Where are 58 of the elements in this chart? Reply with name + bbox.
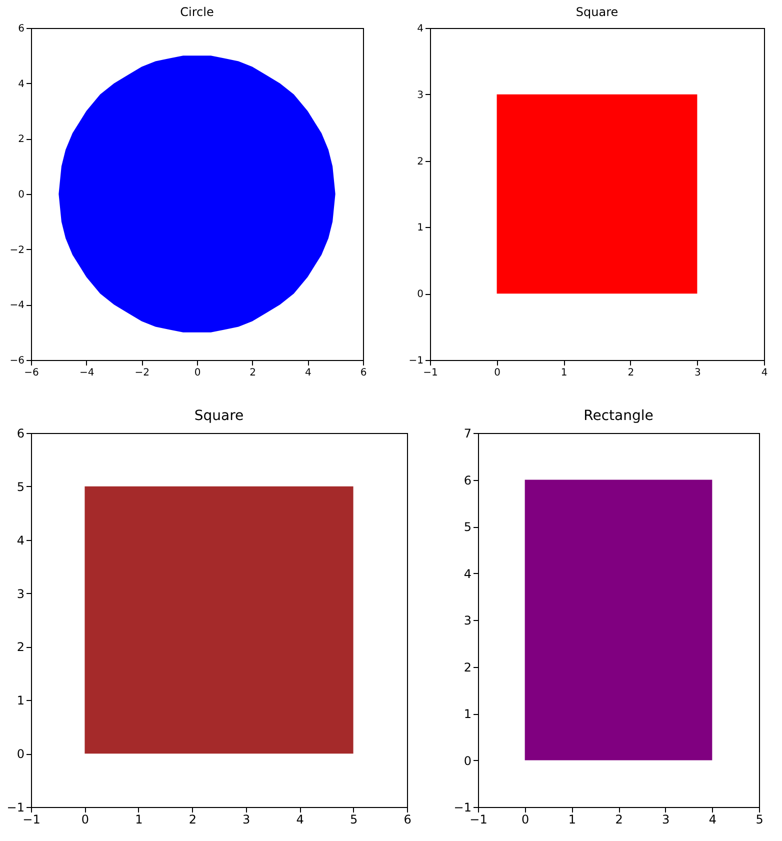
y-tick-label: −2 — [10, 244, 24, 256]
x-tick-label: 5 — [756, 812, 764, 826]
y-tick-label: 1 — [417, 222, 424, 234]
y-tick-label: −1 — [454, 800, 472, 814]
y-tick-label: 1 — [16, 694, 24, 708]
y-tick-label: 6 — [464, 473, 472, 488]
y-tick-label: −6 — [10, 356, 24, 366]
x-tick-label: 6 — [404, 812, 412, 826]
x-tick-label: 2 — [615, 812, 623, 826]
y-tick-label: 4 — [417, 24, 424, 34]
y-tick-label: 7 — [464, 426, 472, 440]
chart-title: Circle — [180, 5, 214, 19]
y-tick-label: 0 — [417, 289, 424, 300]
chart-title: Rectangle — [584, 408, 654, 424]
y-tick-label: −1 — [408, 356, 424, 366]
y-tick-label: 5 — [16, 480, 24, 494]
y-tick-label: 0 — [464, 754, 472, 768]
x-tick-label: 4 — [304, 368, 312, 378]
y-tick-label: 2 — [18, 134, 24, 146]
x-tick-label: 3 — [662, 812, 670, 826]
y-tick-label: 1 — [464, 707, 472, 721]
y-tick-label: 3 — [417, 90, 424, 101]
x-tick-label: 1 — [135, 812, 143, 826]
y-tick-label: 2 — [16, 640, 24, 654]
y-tick-label: 0 — [16, 747, 24, 762]
x-tick-label: 4 — [708, 812, 716, 826]
y-tick-label: 6 — [18, 24, 24, 34]
y-tick-label: 2 — [464, 660, 472, 674]
x-tick-label: −2 — [134, 368, 150, 378]
y-tick-label: 6 — [16, 426, 24, 440]
y-tick-label: 3 — [464, 614, 472, 628]
y-tick-label: −4 — [10, 300, 24, 312]
chart-title: Square — [576, 5, 618, 19]
y-tick-label: 4 — [16, 533, 24, 548]
x-tick-label: 3 — [242, 812, 250, 826]
x-tick-label: 0 — [194, 368, 201, 378]
x-tick-label: −4 — [79, 368, 94, 378]
x-tick-label: 6 — [360, 368, 367, 378]
x-tick-label: 2 — [628, 368, 634, 378]
x-tick-label: 2 — [250, 368, 256, 378]
x-tick-label: 3 — [694, 368, 701, 378]
x-tick-label: 2 — [188, 812, 196, 826]
y-tick-label: 5 — [464, 520, 472, 534]
y-tick-label: 2 — [417, 156, 424, 168]
x-tick-label: 1 — [560, 368, 568, 378]
x-tick-label: 5 — [350, 812, 358, 826]
x-tick-label: 0 — [81, 812, 90, 826]
x-tick-label: 4 — [296, 812, 304, 826]
y-tick-label: 0 — [18, 190, 24, 200]
y-tick-label: 3 — [16, 586, 24, 601]
chart-title: Square — [194, 408, 244, 424]
y-tick-label: 4 — [464, 566, 472, 581]
y-tick-label: −1 — [6, 800, 24, 814]
x-tick-label: 0 — [494, 368, 500, 378]
x-tick-label: 4 — [761, 368, 768, 378]
x-tick-label: 1 — [568, 812, 576, 826]
x-tick-label: 0 — [522, 812, 530, 826]
y-tick-label: 4 — [18, 78, 24, 90]
